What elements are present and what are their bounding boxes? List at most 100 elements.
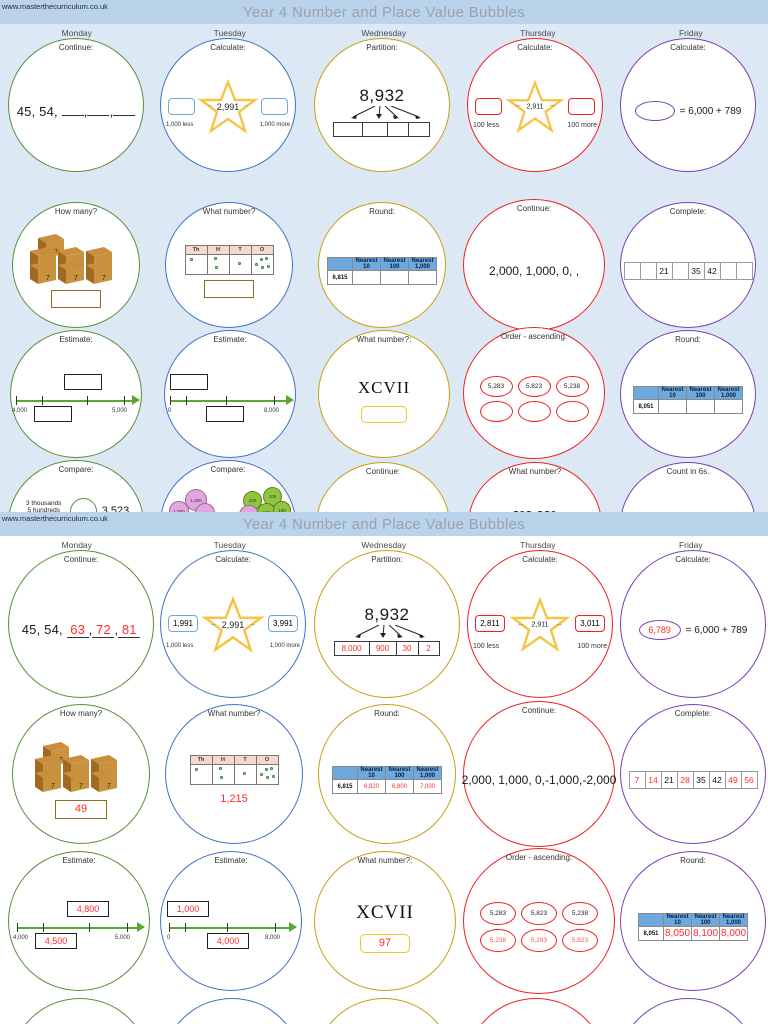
round-row-label: 6,815 (327, 270, 353, 285)
bubble-fri-count6[interactable]: Count in 6s. 36 (620, 462, 756, 512)
bubble-thu-what-number[interactable]: What number? XLIX (468, 462, 602, 512)
order-given-3: 5,238 (555, 376, 589, 397)
bubble-mon-estimate-answer[interactable]: Estimate: 4,000 5,000 4,800 4,500 (8, 851, 150, 991)
partition-cell-3[interactable] (387, 121, 409, 137)
bubble-fri-count6-answer[interactable] (620, 998, 756, 1024)
round-answer-100[interactable] (686, 399, 715, 414)
bubble-fri-round[interactable]: Round: Nearest 10 Nearest 100 Nearest 1,… (620, 330, 756, 458)
bubble-tue-what-number-answer[interactable]: What number? Th H T O 1 (165, 704, 303, 844)
fri-expression: = 6,000 + 789 (679, 105, 742, 117)
bubble-tue-what-number[interactable]: What number? Th H T O (165, 202, 293, 328)
prompt-round: Round: (374, 709, 400, 718)
bubble-thu-calculate[interactable]: Calculate: 2,911 (467, 38, 603, 172)
bubble-thu-calculate-answer[interactable]: Calculate: 2,911 2,811 3,011 100 less (467, 550, 613, 698)
bubble-fri-complete-answer[interactable]: Complete: 7 14 21 28 35 42 49 56 (620, 704, 766, 844)
round-answer-1000[interactable] (408, 270, 437, 285)
bubble-wed-what-number-answer[interactable]: What number?: XCVII 97 (314, 851, 456, 991)
bubble-mon-continue[interactable]: Continue: 45, 54, ,, (8, 38, 144, 172)
answer-box-how-many[interactable] (51, 290, 101, 308)
label-1000-less: 1,000 less (166, 642, 194, 649)
round-answer-100[interactable] (380, 270, 409, 285)
answer-box-what-number[interactable] (204, 279, 254, 298)
star-icon (510, 596, 570, 652)
answer-box-1000-more[interactable] (261, 97, 288, 115)
bubble-mon-compare-answer[interactable] (12, 998, 148, 1024)
strip-cell-4[interactable] (671, 262, 689, 280)
answer-box-100-more[interactable] (568, 97, 595, 115)
answer-oval-fri[interactable] (634, 101, 675, 121)
page-header-band: www.masterthecurriculum.co.uk Year 4 Num… (0, 0, 768, 24)
day-label-friday: Friday (678, 28, 703, 38)
estimate-box-lower[interactable] (206, 406, 244, 422)
round-answer-10[interactable] (352, 270, 381, 285)
strip-cell-5: 35 (692, 771, 710, 789)
order-answer-2[interactable] (517, 401, 551, 422)
bubble-mon-estimate[interactable]: Estimate: 4,000 5,000 (10, 330, 142, 458)
bubble-mon-continue-answer[interactable]: Continue: 45, 54, 63, 72, 81 (8, 550, 154, 698)
bubble-thu-continue-answer[interactable]: Continue: 2,000, 1,000, 0,-1,000,-2,000 (462, 701, 616, 847)
bubble-wed-partition[interactable]: Partition: 8,932 (314, 38, 450, 172)
blank-1[interactable] (61, 114, 84, 116)
blank-2[interactable] (87, 114, 110, 116)
label-100-more: 100 more (567, 122, 597, 130)
answer-box-1000-less[interactable] (168, 97, 195, 115)
round-answer-1000[interactable] (714, 399, 743, 414)
arrow-right-icon (549, 105, 555, 107)
bubble-fri-complete[interactable]: Complete: 21 35 42 (620, 202, 756, 328)
strip-cell-8[interactable] (735, 262, 753, 280)
strip-row: 21 35 42 (623, 262, 753, 280)
tick-end (124, 396, 126, 405)
partition-cell-2[interactable] (362, 121, 388, 137)
partition-cell-4[interactable] (408, 121, 430, 137)
estimate-box-upper[interactable] (170, 374, 208, 390)
prompt-continue: Continue: (63, 555, 99, 564)
bubble-thu-order[interactable]: Order - ascending: 5,283 5,823 5,238 (463, 327, 605, 459)
bubble-wed-round[interactable]: Round: Nearest 10 Nearest 100 Nearest 1,… (318, 202, 446, 328)
strip-cell-7[interactable] (719, 262, 737, 280)
estimate-box-lower[interactable] (34, 406, 72, 422)
round-answer-10[interactable] (658, 399, 687, 414)
estimate-box-upper[interactable] (64, 374, 102, 390)
order-answer-3[interactable] (555, 401, 589, 422)
strip-cell-2[interactable] (639, 262, 657, 280)
bubble-mon-how-many[interactable]: How many? 7 7 7 7 7 7 7 (12, 202, 140, 328)
bubble-wed-continue[interactable]: Continue: 650, 625, 600, , (316, 462, 450, 512)
answer-box-roman-wed[interactable] (361, 405, 407, 423)
strip-cell-1[interactable] (623, 262, 641, 280)
bubble-fri-round-answer[interactable]: Round: Nearest 10 Nearest 100 Nearest 1,… (620, 851, 766, 991)
bubble-wed-what-number[interactable]: What number?: XCVII (318, 330, 450, 458)
bubble-tue-compare[interactable]: Compare: 1,000 1,000 1,000 1,000 1 100 1… (160, 460, 296, 512)
prompt-continue: Continue: (521, 706, 557, 715)
bubble-thu-continue[interactable]: Continue: 2,000, 1,000, 0, , (463, 199, 605, 331)
bubble-tue-estimate-answer[interactable]: Estimate: 0 8,000 1,000 4,000 (160, 851, 302, 991)
prompt-continue: Continue: (516, 204, 552, 213)
bubble-tue-calculate-answer[interactable]: Calculate: 2,991 1,991 3,991 1,000 less (160, 550, 306, 698)
bubble-wed-continue-answer[interactable] (316, 998, 452, 1024)
answer-box-roman-wed: 97 (360, 933, 410, 953)
bubble-thu-what-number-answer[interactable] (468, 998, 604, 1024)
bubble-wed-round-answer[interactable]: Round: Nearest 10 Nearest 100 Nearest 1,… (318, 704, 456, 844)
arrow-right-icon (249, 623, 255, 626)
round-header-1000: Nearest 1,000 (719, 913, 748, 927)
order-answer-1[interactable] (479, 401, 513, 422)
bubble-wed-partition-answer[interactable]: Partition: 8,932 8,000 900 30 (314, 550, 460, 698)
blank-3[interactable] (113, 114, 136, 116)
order-given-2: 5,823 (521, 902, 557, 925)
answer-sheet-page: www.masterthecurriculum.co.uk Year 4 Num… (0, 512, 768, 1024)
number-line-arrow-icon (289, 922, 297, 932)
bubble-fri-calculate-answer[interactable]: Calculate: 6,789 = 6,000 + 789 (620, 550, 766, 698)
answer-box-100-less[interactable] (475, 97, 502, 115)
compare-circle-1[interactable] (69, 497, 97, 512)
bubble-mon-how-many-answer[interactable]: How many? 7 7 7 7 7 7 7 49 (12, 704, 150, 844)
bubble-tue-calculate[interactable]: Calculate: 2,991 (160, 38, 296, 172)
bubble-tue-estimate[interactable]: Estimate: 0 8,000 (164, 330, 296, 458)
nl-label-start: 0 (168, 408, 172, 414)
partition-cell-1[interactable] (333, 121, 363, 137)
bubble-thu-order-answer[interactable]: Order - ascending: 5,283 5,823 5,238 5,2… (463, 848, 615, 994)
round-row-label: 6,815 (332, 779, 358, 794)
bubble-tue-compare-answer[interactable] (164, 998, 300, 1024)
prompt-partition: Partition: (371, 555, 403, 564)
day-label-friday: Friday (678, 540, 703, 550)
bubble-fri-calculate[interactable]: Calculate: = 6,000 + 789 (620, 38, 756, 172)
